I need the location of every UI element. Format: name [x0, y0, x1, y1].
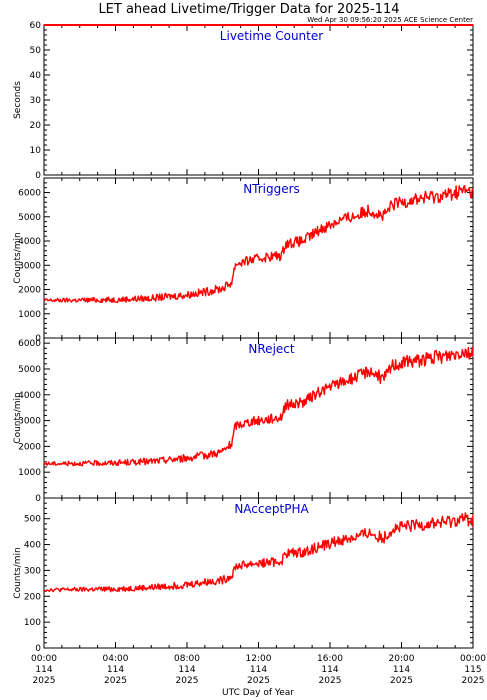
y-tick-label: 300 [24, 566, 41, 576]
y-tick-label: 4000 [18, 237, 41, 247]
y-tick-label: 1000 [18, 310, 41, 320]
y-tick-label: 100 [24, 618, 41, 628]
x-tick-label: 114 [107, 665, 124, 675]
y-tick-label: 10 [30, 146, 42, 156]
series-line [43, 512, 474, 593]
y-axis-label: Counts/min [13, 232, 23, 283]
y-tick-label: 0 [35, 334, 41, 344]
y-tick-label: 200 [24, 592, 41, 602]
y-tick-label: 40 [30, 71, 42, 81]
panel-1: 0 1000 2000 3000 4000 5000 6000 Counts/min NTrig… [13, 177, 474, 344]
x-tick-label: 00:00 [460, 654, 486, 664]
y-tick-label: 50 [30, 46, 42, 56]
panels: 0 10 20 30 40 50 60 Seconds Livetime Counter 0 100… [13, 21, 486, 686]
y-axis-label: Seconds [13, 81, 23, 119]
x-tick-label: 2025 [176, 676, 199, 686]
x-tick-label: 2025 [247, 676, 270, 686]
y-tick-label: 5000 [18, 213, 41, 223]
series-line [43, 346, 474, 467]
y-tick-label: 1000 [18, 468, 41, 478]
x-tick-label: 2025 [319, 676, 342, 686]
x-tick-label: 114 [35, 665, 52, 675]
y-tick-label: 4000 [18, 391, 41, 401]
x-axis-label: UTC Day of Year [222, 688, 294, 698]
y-tick-label: 0 [35, 494, 41, 504]
panel-0: 0 10 20 30 40 50 60 Seconds Livetime Counter [13, 21, 474, 181]
panel-label: NAcceptPHA [234, 502, 309, 516]
y-tick-label: 400 [24, 541, 41, 551]
y-tick-label: 3000 [18, 417, 41, 427]
y-tick-label: 6000 [18, 339, 41, 349]
x-tick-label: 08:00 [174, 654, 200, 664]
chart-title: LET ahead Livetime/Trigger Data for 2025… [98, 2, 399, 17]
x-tick-label: 114 [393, 665, 410, 675]
y-axis-label: Counts/min [13, 547, 23, 598]
y-tick-label: 6000 [18, 189, 41, 199]
panel-label: Livetime Counter [220, 29, 323, 43]
x-tick-label: 2025 [33, 676, 56, 686]
panel-2: 0 1000 2000 3000 4000 5000 6000 Counts/min NReje… [13, 337, 474, 504]
y-tick-label: 30 [30, 96, 42, 106]
series-line [43, 185, 474, 304]
y-tick-label: 0 [35, 171, 41, 181]
y-tick-label: 2000 [18, 442, 41, 452]
y-tick-label: 500 [24, 515, 41, 525]
timestamp: Wed Apr 30 09:56:20 2025 ACE Science Cen… [307, 16, 473, 24]
x-tick-label: 2025 [390, 676, 413, 686]
x-tick-label: 114 [178, 665, 195, 675]
y-tick-label: 3000 [18, 261, 41, 271]
x-tick-label: 04:00 [103, 654, 129, 664]
y-tick-label: 20 [30, 121, 42, 131]
x-tick-label: 12:00 [246, 654, 272, 664]
y-tick-label: 60 [30, 21, 42, 31]
panel-label: NTriggers [243, 182, 300, 196]
panel-label: NReject [248, 342, 294, 356]
y-tick-label: 0 [35, 644, 41, 654]
x-tick-label: 114 [250, 665, 267, 675]
y-axis-label: Counts/min [13, 392, 23, 443]
panel-3: 0 100 200 300 400 500 Counts/min NAcceptPHA 00:0… [13, 497, 486, 686]
x-tick-label: 00:00 [31, 654, 57, 664]
panel-frame [43, 24, 474, 176]
y-tick-label: 2000 [18, 286, 41, 296]
x-tick-label: 2025 [104, 676, 127, 686]
x-tick-label: 2025 [462, 676, 485, 686]
x-tick-label: 20:00 [389, 654, 415, 664]
x-tick-label: 115 [464, 665, 481, 675]
panel-frame [43, 497, 474, 649]
x-tick-label: 16:00 [317, 654, 343, 664]
y-tick-label: 5000 [18, 365, 41, 375]
x-tick-label: 114 [321, 665, 338, 675]
